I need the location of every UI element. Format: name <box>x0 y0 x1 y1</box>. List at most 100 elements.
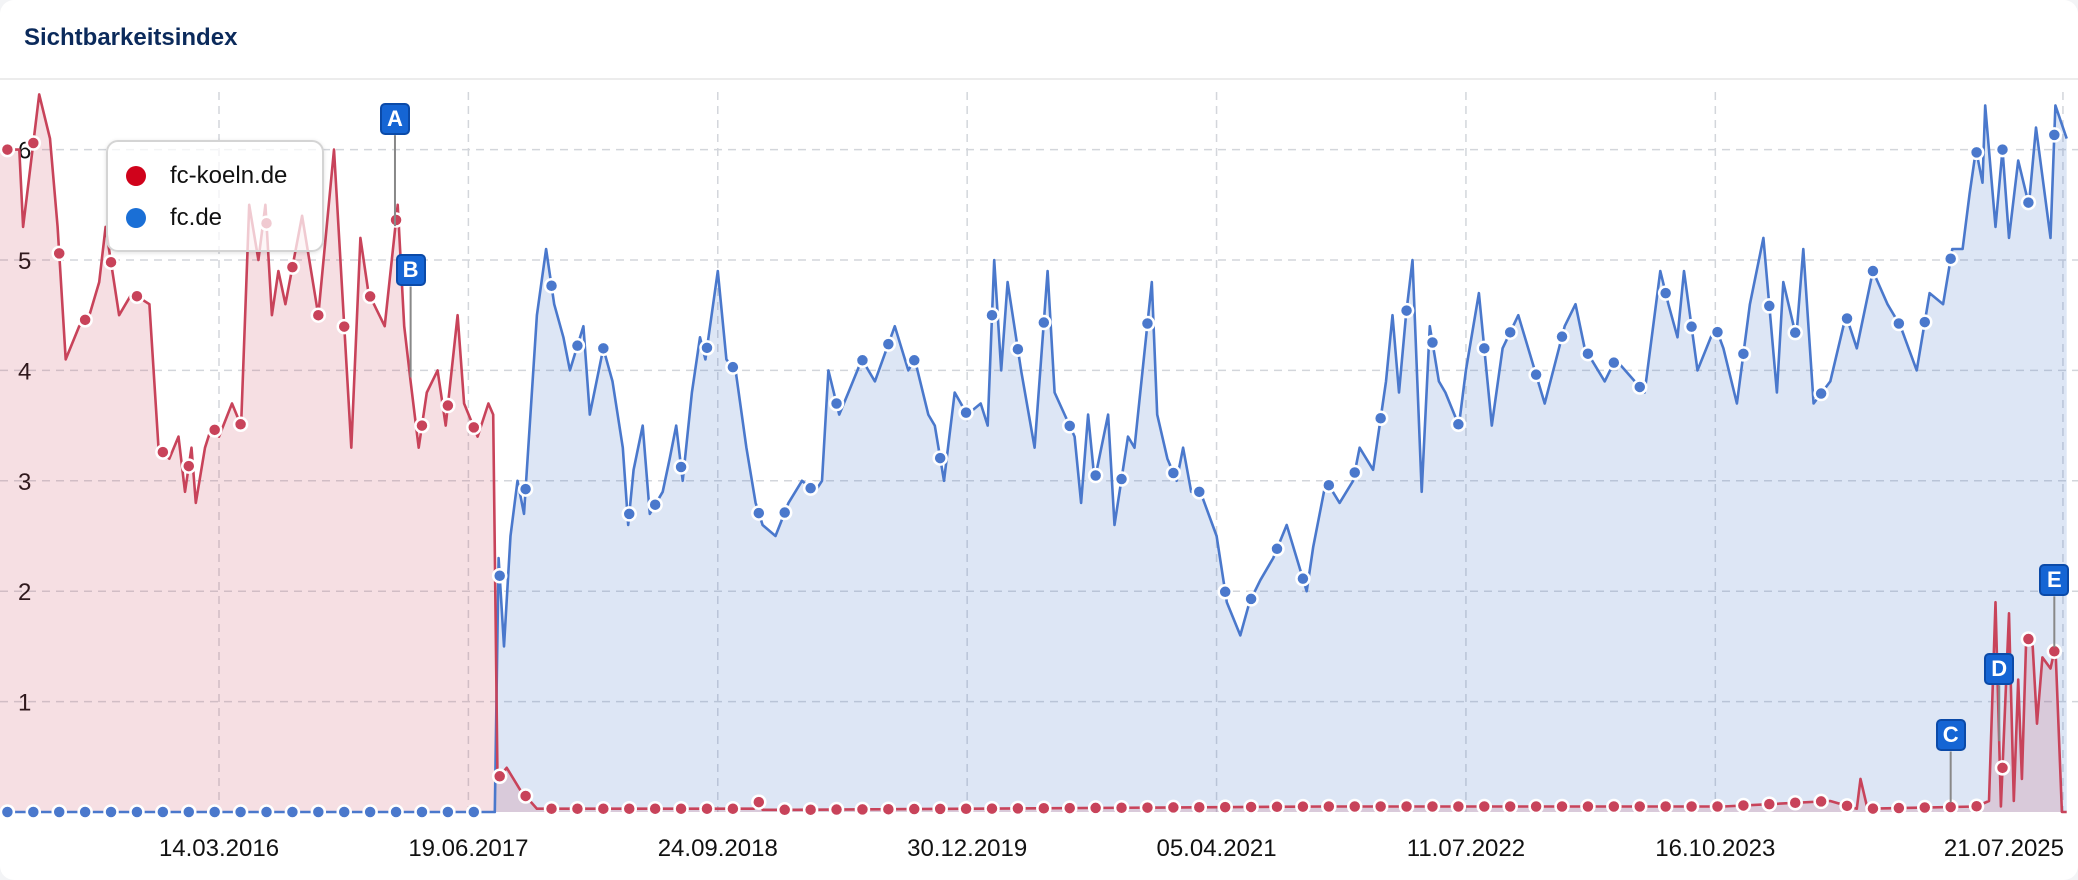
data-point-marker <box>1243 591 1259 607</box>
data-point-marker <box>1191 484 1208 500</box>
data-point-marker <box>1424 334 1441 351</box>
x-tick-label: 14.03.2016 <box>159 835 279 862</box>
data-point-marker <box>725 359 741 375</box>
data-point-marker <box>958 404 974 421</box>
legend-item-fc-koeln[interactable]: fc-koeln.de <box>126 162 287 190</box>
data-point-marker <box>1321 798 1337 815</box>
x-tick-label: 11.07.2022 <box>1407 835 1525 862</box>
data-point-marker <box>1191 799 1208 816</box>
data-point-marker <box>25 804 42 820</box>
data-point-marker <box>491 768 508 785</box>
data-point-marker <box>1761 298 1778 314</box>
data-point-marker <box>1761 796 1778 812</box>
data-point-marker <box>1165 799 1182 816</box>
data-point-marker <box>1709 798 1726 815</box>
data-point-marker <box>647 496 663 513</box>
annotation-flag-a[interactable]: A <box>379 103 410 136</box>
annotation-flag-e[interactable]: E <box>2039 564 2070 597</box>
data-point-marker <box>466 419 482 436</box>
data-point-marker <box>984 307 1000 323</box>
legend-item-fc-de[interactable]: fc.de <box>126 204 222 232</box>
data-point-marker <box>1010 800 1026 817</box>
data-point-marker <box>1683 798 1700 815</box>
data-point-marker <box>543 278 560 294</box>
data-point-marker <box>1787 324 1803 341</box>
data-point-marker <box>284 804 301 820</box>
data-point-marker <box>77 312 93 328</box>
data-point-marker <box>206 422 223 438</box>
data-point-marker <box>517 481 534 497</box>
data-point-marker <box>1917 314 1933 330</box>
data-point-marker <box>517 788 534 804</box>
data-point-marker <box>828 395 845 412</box>
data-point-marker <box>2020 194 2037 211</box>
data-point-marker <box>880 801 897 817</box>
data-point-marker <box>1243 799 1259 815</box>
data-point-marker <box>776 802 793 818</box>
series-area-fc.de <box>0 105 2067 812</box>
data-point-marker <box>1036 314 1052 331</box>
data-point-marker <box>0 804 16 820</box>
data-point-marker <box>258 804 275 820</box>
data-point-marker <box>1010 341 1026 357</box>
data-point-marker <box>1968 144 1985 161</box>
data-point-marker <box>1269 541 1285 557</box>
data-point-marker <box>1113 800 1130 816</box>
data-point-marker <box>1942 250 1959 267</box>
data-point-marker <box>362 288 378 305</box>
data-point-marker <box>1606 798 1622 815</box>
data-point-marker <box>336 804 352 820</box>
data-point-marker <box>1735 346 1752 362</box>
data-point-marker <box>1139 799 1156 816</box>
data-point-marker <box>336 318 352 335</box>
data-point-marker <box>1632 379 1648 395</box>
title-divider <box>0 78 2078 80</box>
annotation-flag-c[interactable]: C <box>1935 719 1966 752</box>
data-point-marker <box>1813 385 1829 402</box>
annotation-flag-d[interactable]: D <box>1984 653 2015 686</box>
data-point-marker <box>1398 798 1415 815</box>
series-area-fc-koeln.de <box>0 94 2067 812</box>
data-point-marker <box>232 804 249 820</box>
data-point-marker <box>129 288 145 304</box>
data-point-marker <box>77 804 93 820</box>
data-point-marker <box>206 804 223 820</box>
chart-legend: fc-koeln.de fc.de <box>106 140 324 252</box>
data-point-marker <box>25 135 42 151</box>
data-point-marker <box>440 397 456 414</box>
data-point-marker <box>1346 464 1363 481</box>
data-point-marker <box>2046 127 2063 143</box>
data-point-marker <box>466 804 482 820</box>
data-point-marker <box>1839 798 1855 814</box>
data-point-marker <box>828 801 845 818</box>
data-point-marker <box>1632 798 1648 815</box>
data-point-marker <box>129 804 145 820</box>
data-point-marker <box>51 804 67 820</box>
data-point-marker <box>1683 318 1700 335</box>
data-point-marker <box>491 567 508 584</box>
data-point-marker <box>1787 795 1803 811</box>
data-point-marker <box>414 804 430 820</box>
data-point-marker <box>1346 798 1363 815</box>
data-point-marker <box>543 800 560 817</box>
data-point-marker <box>1476 798 1493 815</box>
series-line-fc.de <box>0 104 2068 814</box>
data-point-marker <box>1372 410 1389 426</box>
data-point-marker <box>725 800 741 817</box>
data-point-marker <box>854 801 871 818</box>
data-point-marker <box>284 259 301 275</box>
data-point-marker <box>699 800 715 817</box>
data-point-marker <box>1269 799 1285 815</box>
data-point-marker <box>1917 799 1933 816</box>
data-point-marker <box>1606 354 1622 371</box>
data-point-marker <box>1735 797 1752 814</box>
data-point-marker <box>103 254 119 270</box>
y-tick-label: 5 <box>18 248 31 275</box>
data-point-marker <box>1813 793 1829 810</box>
data-point-marker <box>569 337 586 354</box>
data-point-marker <box>1424 798 1441 815</box>
annotation-flag-b[interactable]: B <box>395 254 426 287</box>
data-point-marker <box>621 800 637 817</box>
